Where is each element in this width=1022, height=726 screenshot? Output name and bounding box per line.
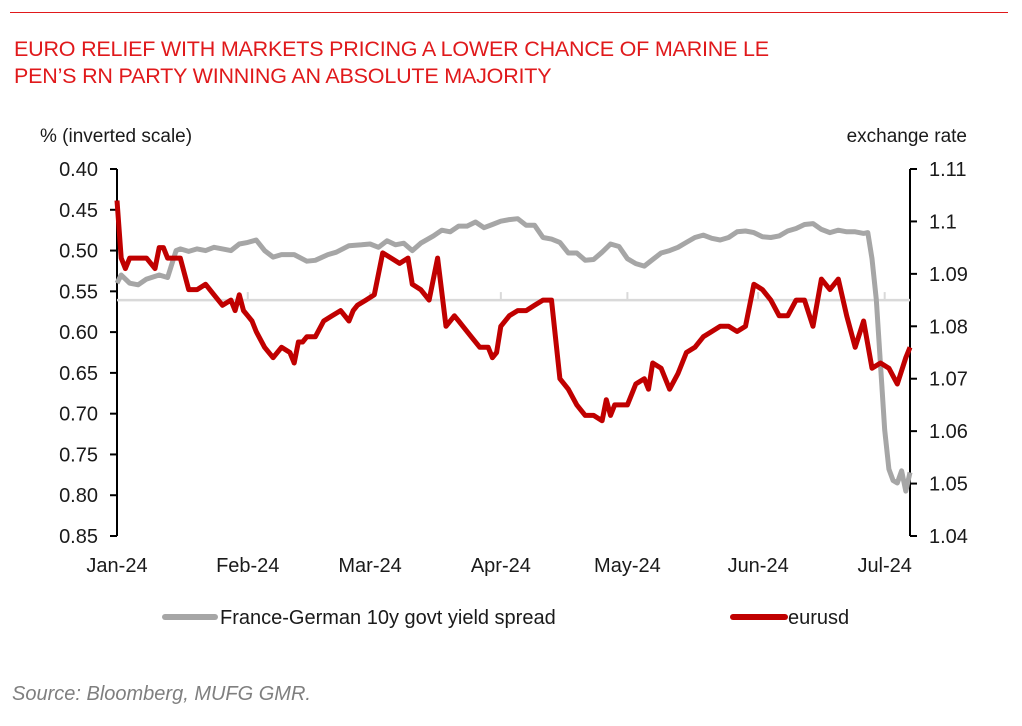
top-rule — [10, 12, 1008, 13]
left-tick-label: 0.70 — [59, 404, 98, 426]
left-tick-label: 0.40 — [59, 159, 98, 181]
x-tick-label: May-24 — [594, 555, 661, 577]
right-axis: 1.11 1.1 1.09 1.08 1.07 1.06 1.05 1.04 — [909, 159, 968, 548]
chart-title-line-1: EURO RELIEF WITH MARKETS PRICING A LOWER… — [14, 37, 769, 61]
legend-label-spread: France-German 10y govt yield spread — [220, 607, 556, 629]
x-axis: Jan-24 Feb-24 Mar-24 Apr-24 May-24 Jun-24 Jul-… — [86, 292, 912, 577]
x-tick-label: Mar-24 — [338, 555, 401, 577]
left-tick-label: 0.75 — [59, 444, 98, 466]
left-tick-label: 0.50 — [59, 241, 98, 263]
right-tick-label: 1.07 — [929, 369, 968, 391]
right-tick-label: 1.08 — [929, 316, 968, 338]
left-axis: 0.40 0.45 0.50 0.55 0.60 0.65 0.70 0.75 0.80 0.85 — [59, 159, 118, 548]
right-tick-label: 1.09 — [929, 264, 968, 286]
left-tick-label: 0.85 — [59, 526, 98, 548]
left-axis-title: % (inverted scale) — [40, 126, 192, 147]
x-tick-label: Jul-24 — [857, 555, 911, 577]
left-tick-label: 0.55 — [59, 281, 98, 303]
series-line-eurusd — [114, 200, 913, 424]
series-group — [114, 200, 913, 494]
chart-title: EURO RELIEF WITH MARKETS PRICING A LOWER… — [14, 36, 1004, 90]
left-tick-label: 0.80 — [59, 485, 98, 507]
chart-title-line-2: PEN’S RN PARTY WINNING AN ABSOLUTE MAJOR… — [14, 64, 552, 88]
right-axis-title: exchange rate — [847, 126, 967, 147]
right-tick-label: 1.04 — [929, 526, 968, 548]
right-tick-label: 1.06 — [929, 421, 968, 443]
left-tick-label: 0.65 — [59, 363, 98, 385]
x-tick-label: Jan-24 — [86, 555, 147, 577]
series-line-spread — [114, 216, 913, 494]
right-tick-label: 1.11 — [929, 159, 966, 181]
legend-label-eurusd: eurusd — [788, 607, 849, 629]
legend: France-German 10y govt yield spread euru… — [162, 607, 849, 629]
right-tick-label: 1.1 — [929, 211, 957, 233]
x-tick-label: Feb-24 — [216, 555, 279, 577]
source-note: Source: Bloomberg, MUFG GMR. — [12, 683, 311, 705]
x-tick-label: Apr-24 — [471, 555, 531, 577]
left-tick-label: 0.60 — [59, 322, 98, 344]
x-tick-label: Jun-24 — [728, 555, 789, 577]
left-tick-label: 0.45 — [59, 200, 98, 222]
right-tick-label: 1.05 — [929, 474, 968, 496]
